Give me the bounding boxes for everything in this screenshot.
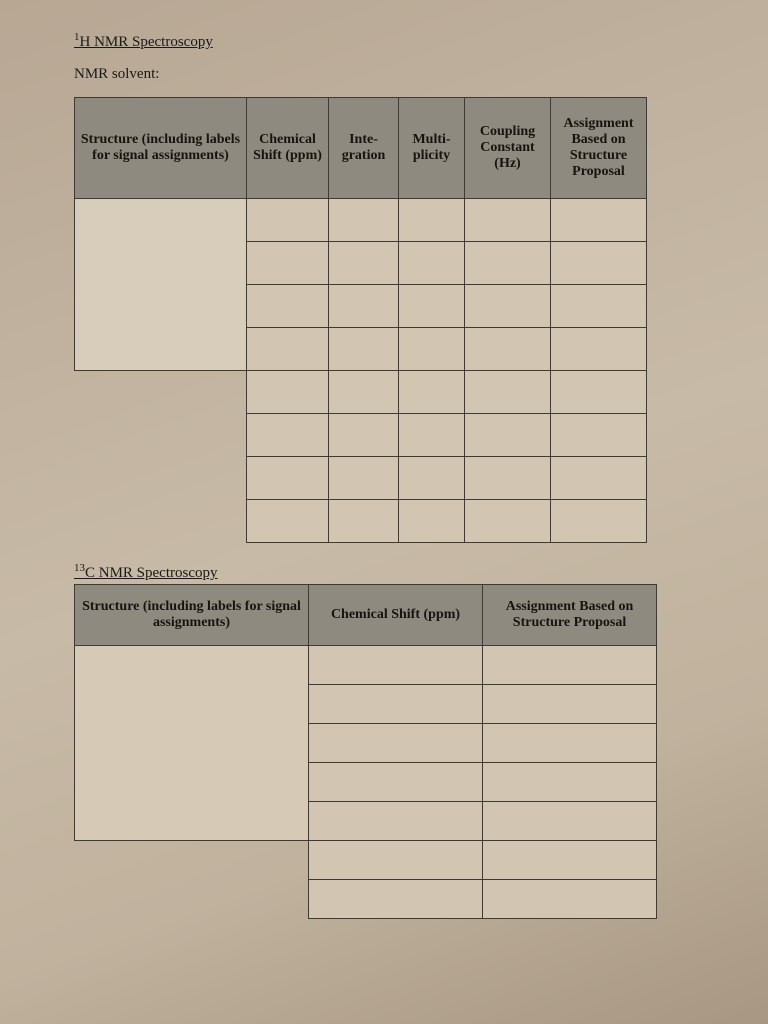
cell <box>483 685 657 724</box>
gap-cell <box>75 841 309 880</box>
cell <box>247 328 329 371</box>
cell <box>483 646 657 685</box>
hnmr-table: Structure (including labels for signal a… <box>74 97 647 543</box>
section2: 13C NMR Spectroscopy Structure (includin… <box>74 565 710 919</box>
cell <box>399 285 465 328</box>
cell <box>309 685 483 724</box>
cell <box>483 763 657 802</box>
table-row <box>75 880 657 919</box>
table-row <box>75 199 647 242</box>
cell <box>247 285 329 328</box>
cell <box>483 841 657 880</box>
cell <box>399 500 465 543</box>
col-structure: Structure (including labels for signal a… <box>75 98 247 199</box>
table-row <box>75 371 647 414</box>
cell <box>483 880 657 919</box>
section2-title: 13C NMR Spectroscopy <box>74 565 710 582</box>
cell <box>309 646 483 685</box>
col-assignment: Assignment Based on Structure Proposal <box>483 585 657 646</box>
cell <box>465 414 551 457</box>
cell <box>551 414 647 457</box>
table-row <box>75 646 657 685</box>
col-structure: Structure (including labels for signal a… <box>75 585 309 646</box>
cell <box>329 328 399 371</box>
cell <box>309 880 483 919</box>
cell <box>465 371 551 414</box>
cell <box>551 199 647 242</box>
col-assignment: Assignment Based on Structure Proposal <box>551 98 647 199</box>
table-row <box>75 500 647 543</box>
cell <box>465 242 551 285</box>
hnmr-header-row: Structure (including labels for signal a… <box>75 98 647 199</box>
gap-cell <box>75 414 247 457</box>
cell <box>551 457 647 500</box>
cell <box>247 199 329 242</box>
cell <box>551 328 647 371</box>
structure-cell <box>75 199 247 371</box>
solvent-label: NMR solvent: <box>74 66 710 83</box>
cell <box>551 285 647 328</box>
col-integration: Inte- gration <box>329 98 399 199</box>
cell <box>399 328 465 371</box>
table-row <box>75 841 657 880</box>
cell <box>399 371 465 414</box>
table-row <box>75 414 647 457</box>
cell <box>247 242 329 285</box>
col-coupling: Coupling Constant (Hz) <box>465 98 551 199</box>
cell <box>551 242 647 285</box>
gap-cell <box>75 500 247 543</box>
cell <box>329 242 399 285</box>
cell <box>329 371 399 414</box>
cell <box>551 371 647 414</box>
cell <box>465 285 551 328</box>
structure-cell <box>75 646 309 841</box>
cell <box>247 500 329 543</box>
gap-cell <box>75 457 247 500</box>
gap-cell <box>75 880 309 919</box>
worksheet-page: 1H NMR Spectroscopy NMR solvent: Structu… <box>0 0 768 1024</box>
cell <box>329 414 399 457</box>
section1-title-text: H NMR Spectroscopy <box>80 34 213 50</box>
cell <box>483 802 657 841</box>
cell <box>247 414 329 457</box>
cell <box>465 199 551 242</box>
cell <box>399 242 465 285</box>
cell <box>465 457 551 500</box>
gap-cell <box>75 371 247 414</box>
cell <box>329 457 399 500</box>
cell <box>399 414 465 457</box>
cell <box>465 500 551 543</box>
section2-title-text: C NMR Spectroscopy <box>85 565 218 581</box>
cell <box>309 841 483 880</box>
cell <box>329 199 399 242</box>
section2-sup: 13 <box>74 562 85 574</box>
col-shift: Chemical Shift (ppm) <box>309 585 483 646</box>
cell <box>465 328 551 371</box>
cell <box>247 457 329 500</box>
table-row <box>75 457 647 500</box>
cell <box>399 199 465 242</box>
cell <box>329 500 399 543</box>
cnmr-header-row: Structure (including labels for signal a… <box>75 585 657 646</box>
cell <box>483 724 657 763</box>
cell <box>399 457 465 500</box>
cell <box>309 802 483 841</box>
cell <box>551 500 647 543</box>
cell <box>247 371 329 414</box>
cell <box>309 724 483 763</box>
col-multiplicity: Multi- plicity <box>399 98 465 199</box>
cnmr-table: Structure (including labels for signal a… <box>74 584 657 919</box>
cell <box>309 763 483 802</box>
section1-title: 1H NMR Spectroscopy <box>74 34 710 51</box>
cell <box>329 285 399 328</box>
col-shift: Chemical Shift (ppm) <box>247 98 329 199</box>
